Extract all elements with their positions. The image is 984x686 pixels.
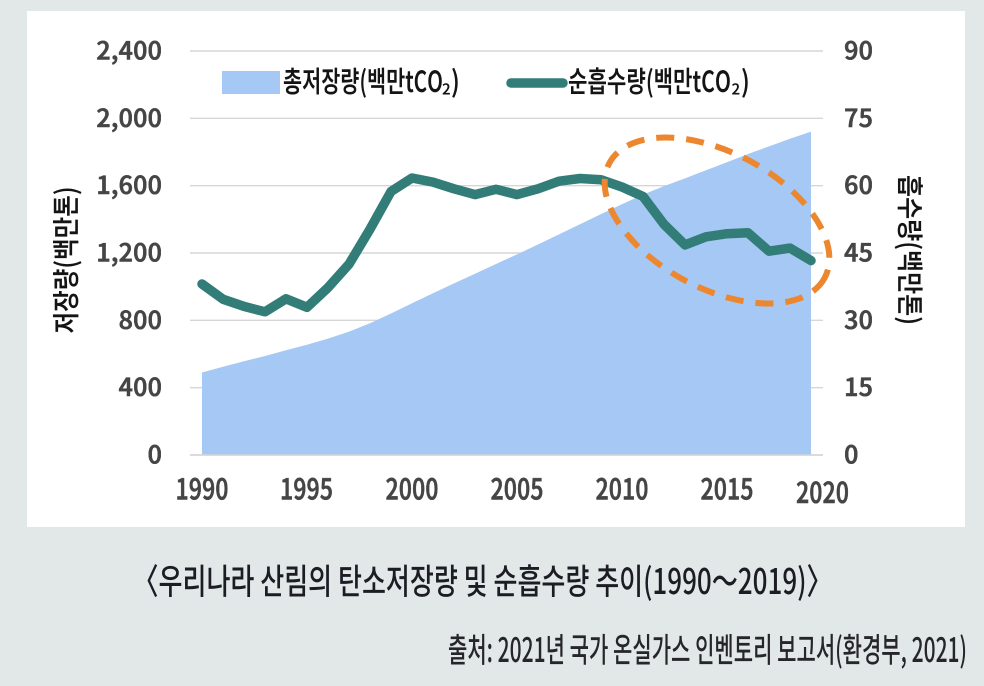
svg-text:): ) [741, 58, 750, 101]
svg-text:2020: 2020 [796, 470, 849, 512]
svg-text:2,400: 2,400 [96, 32, 162, 68]
svg-text:30: 30 [844, 301, 873, 337]
svg-text:2000: 2000 [386, 467, 439, 509]
svg-text:1,200: 1,200 [96, 234, 162, 270]
svg-text:400: 400 [118, 368, 162, 404]
svg-text:2015: 2015 [701, 467, 754, 509]
svg-text:0: 0 [147, 436, 162, 472]
svg-text:1995: 1995 [280, 467, 333, 509]
svg-text:2: 2 [442, 79, 451, 100]
svg-text:800: 800 [118, 301, 162, 337]
svg-text:2: 2 [732, 79, 741, 100]
svg-text:45: 45 [844, 234, 873, 270]
svg-text:15: 15 [844, 368, 873, 404]
svg-text:): ) [451, 58, 460, 101]
svg-text:2,000: 2,000 [96, 99, 162, 135]
svg-text:출처: 2021년 국가 온실가스 인벤토리 보고서(환경부: 출처: 2021년 국가 온실가스 인벤토리 보고서(환경부, 2021) [448, 623, 967, 672]
svg-text:〈우리나라 산림의 탄소저장량 및 순흡수량 추이(1990: 〈우리나라 산림의 탄소저장량 및 순흡수량 추이(1990～2019)〉 [132, 554, 832, 605]
svg-text:순흡수량(백만tCO: 순흡수량(백만tCO [568, 58, 731, 101]
svg-text:0: 0 [844, 436, 859, 472]
svg-text:1,600: 1,600 [96, 166, 162, 202]
svg-text:1990: 1990 [176, 467, 229, 509]
svg-text:60: 60 [844, 166, 873, 202]
svg-text:75: 75 [844, 99, 873, 135]
svg-text:90: 90 [844, 32, 873, 68]
svg-text:2010: 2010 [596, 467, 649, 509]
svg-text:흡수량(백만톤): 흡수량(백만톤) [891, 175, 930, 325]
svg-text:저장량(백만톤): 저장량(백만톤) [46, 187, 85, 334]
svg-text:총저장량(백만tCO: 총저장량(백만tCO [283, 58, 443, 101]
svg-text:2005: 2005 [491, 467, 544, 509]
